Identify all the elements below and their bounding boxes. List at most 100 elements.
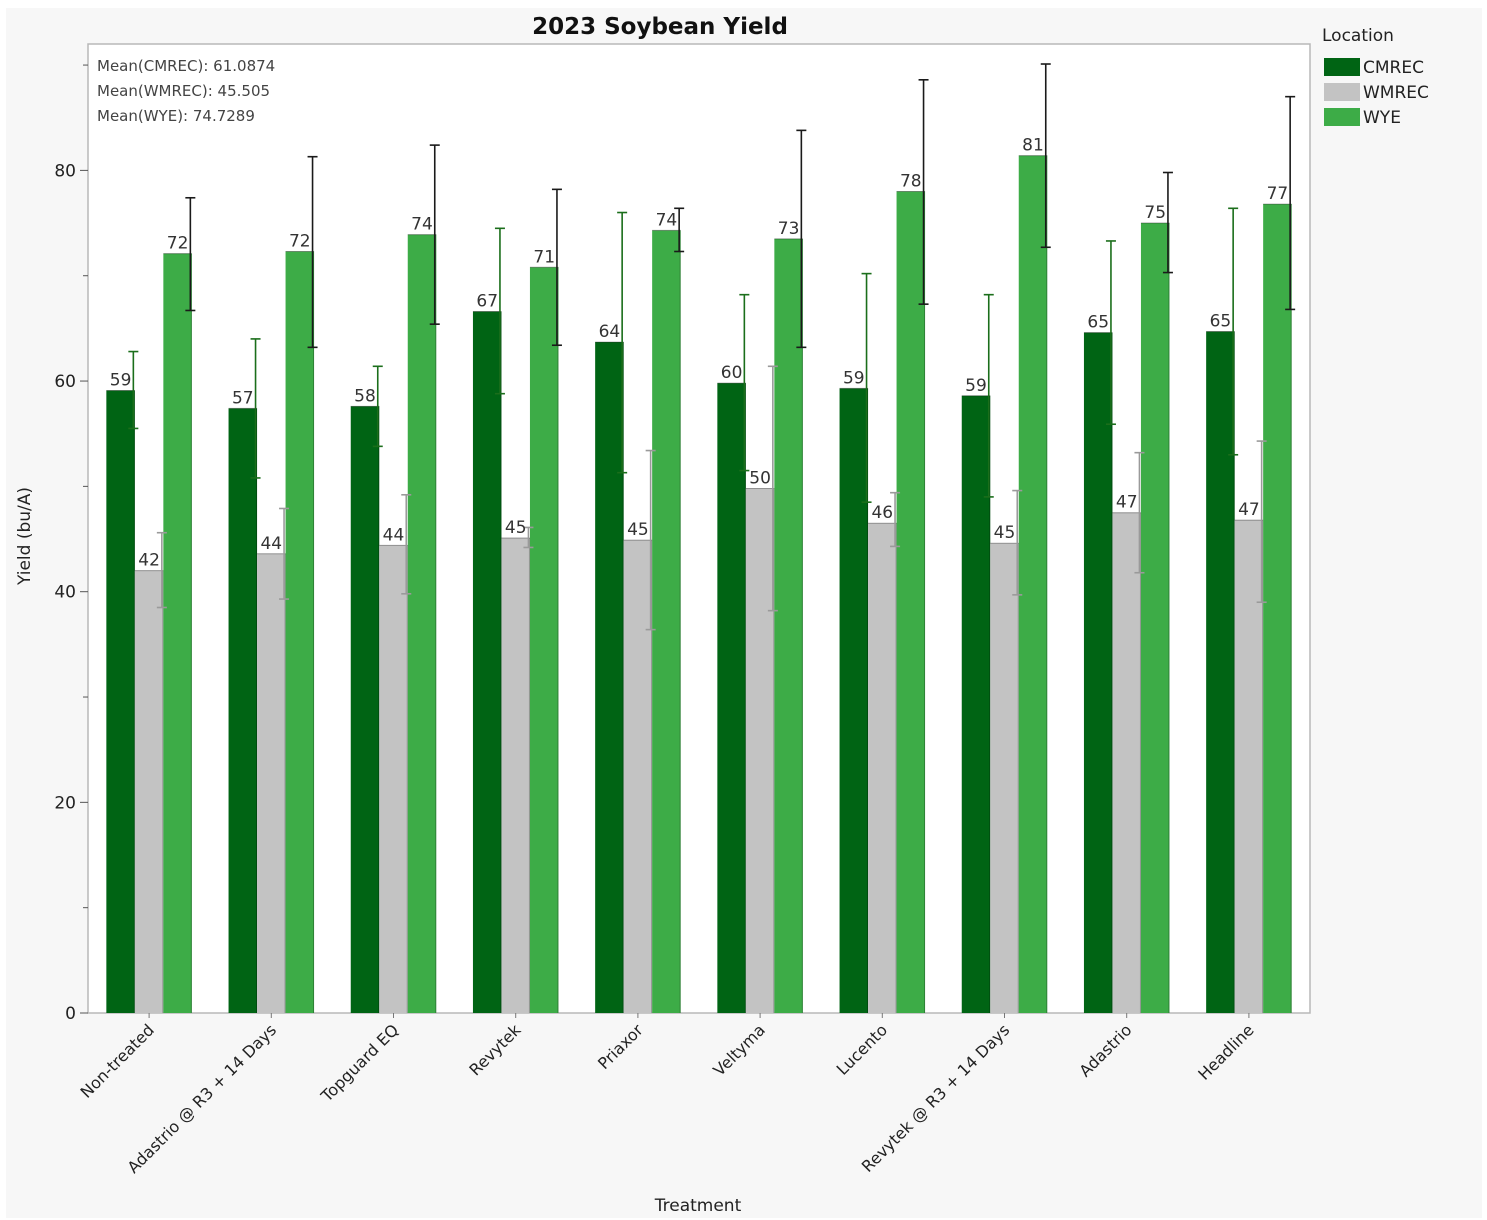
bar-wmrec <box>868 523 897 1013</box>
error-bar-wmrec <box>401 493 412 595</box>
data-label: 45 <box>627 520 649 540</box>
data-label: 64 <box>599 322 621 342</box>
bar-wmrec <box>379 545 408 1013</box>
x-tick-label: Topguard EQ <box>317 1020 403 1106</box>
data-label: 60 <box>721 363 743 383</box>
bar-wye <box>163 253 192 1014</box>
data-label: 74 <box>411 215 433 235</box>
bar-wye <box>285 251 315 1014</box>
bar-cmrec <box>1206 331 1235 1013</box>
legend-swatch-wye <box>1324 108 1360 126</box>
error-bar-wmrec <box>156 531 167 609</box>
bar-cmrec <box>228 408 258 1014</box>
bar-wye <box>407 234 437 1014</box>
mean-annotation: Mean(WYE): 74.7289 <box>97 107 255 125</box>
error-bar-wye <box>307 155 318 349</box>
mean-annotation: Mean(WMREC): 45.505 <box>97 82 270 100</box>
y-axis: 0 20 40 60 80 <box>54 64 88 1024</box>
x-tick-label: Veltyma <box>709 1020 768 1079</box>
bar-wmrec <box>134 570 164 1013</box>
bar-cmrec <box>961 395 991 1013</box>
chart-title: 2023 Soybean Yield <box>532 14 788 40</box>
bar-wye <box>1140 223 1170 1014</box>
data-label: 67 <box>476 292 498 312</box>
data-label: 75 <box>1144 203 1166 223</box>
data-label: 59 <box>843 368 865 388</box>
data-label: 72 <box>289 231 311 251</box>
error-bar-cmrec <box>861 272 872 503</box>
error-bar-wmrec <box>279 507 290 600</box>
y-tick-label: 60 <box>54 372 76 392</box>
bar-cmrec <box>1083 332 1113 1013</box>
bar-wmrec <box>1234 520 1264 1013</box>
legend-label-wmrec: WMREC <box>1363 83 1429 103</box>
error-bar-wmrec <box>523 526 534 549</box>
data-label: 58 <box>354 386 376 406</box>
error-bar-wye <box>429 144 440 325</box>
data-label: 46 <box>871 503 893 523</box>
error-bar-cmrec <box>1105 240 1116 426</box>
x-tick-label: Revytek <box>465 1020 525 1080</box>
x-tick-label: Priaxor <box>594 1020 647 1073</box>
bar-wye <box>652 230 681 1013</box>
chart-frame: 2023 Soybean Yield Mean(CMREC): 61.0874 M… <box>6 8 1482 1218</box>
legend: Location CMREC WMREC WYE <box>1322 26 1429 128</box>
error-bar-wye <box>796 129 807 349</box>
error-bar-cmrec <box>494 227 505 395</box>
legend-swatch-cmrec <box>1324 58 1360 76</box>
y-tick-label: 20 <box>54 793 76 813</box>
y-axis-title: Yield (bu/A) <box>15 487 35 586</box>
error-bar-cmrec <box>128 350 139 430</box>
data-label: 50 <box>749 468 771 488</box>
data-label: 45 <box>994 523 1016 543</box>
data-label: 42 <box>138 551 160 571</box>
error-bar-cmrec <box>739 293 750 472</box>
legend-label-wye: WYE <box>1363 108 1401 128</box>
x-axis-title: Treatment <box>654 1196 742 1216</box>
data-label: 65 <box>1087 313 1109 333</box>
legend-label-cmrec: CMREC <box>1363 58 1424 78</box>
data-label: 81 <box>1022 136 1044 156</box>
x-tick-label: Lucento <box>833 1020 891 1078</box>
data-label: 44 <box>260 534 282 554</box>
x-tick-label: Non-treated <box>77 1020 158 1101</box>
bar-cmrec <box>717 383 746 1013</box>
y-tick-label: 40 <box>54 583 76 603</box>
bar-wye <box>1263 204 1292 1014</box>
error-bars-layer <box>128 63 1296 631</box>
error-bar-cmrec <box>1228 207 1239 456</box>
bar-wmrec <box>1112 512 1141 1013</box>
bars-layer <box>106 155 1292 1014</box>
bar-wmrec <box>990 543 1019 1013</box>
error-bar-wmrec <box>1012 489 1023 596</box>
error-bar-wye <box>185 196 196 312</box>
bar-wmrec <box>623 540 653 1013</box>
bar-cmrec <box>839 388 869 1014</box>
data-label: 45 <box>505 518 527 538</box>
data-label: 44 <box>383 525 405 545</box>
bar-chart: 2023 Soybean Yield Mean(CMREC): 61.0874 M… <box>15 14 1429 1216</box>
y-tick-label: 0 <box>65 1004 76 1024</box>
data-label: 77 <box>1267 184 1289 204</box>
error-bar-wye <box>918 79 929 305</box>
error-bar-cmrec <box>983 293 994 498</box>
error-bar-cmrec <box>617 211 628 474</box>
bar-cmrec <box>350 406 380 1013</box>
error-bar-wmrec <box>1134 451 1145 574</box>
data-label: 59 <box>965 376 987 396</box>
error-bar-wmrec <box>767 365 778 612</box>
error-bar-cmrec <box>250 338 261 479</box>
error-bar-cmrec <box>372 365 383 448</box>
x-tick-label: Adastrio <box>1075 1020 1135 1080</box>
data-label: 78 <box>900 171 922 191</box>
bar-wmrec <box>745 488 775 1013</box>
error-bar-wye <box>1162 171 1173 274</box>
legend-title: Location <box>1322 26 1394 46</box>
bar-cmrec <box>472 311 502 1013</box>
data-label: 57 <box>232 388 254 408</box>
mean-annotation: Mean(CMREC): 61.0874 <box>97 57 275 75</box>
data-labels-layer: 59 42 72 57 44 72 58 44 74 67 45 71 64 45 74 60 50 73 59 46… <box>110 136 1288 571</box>
data-label: 65 <box>1210 312 1232 332</box>
bar-cmrec <box>595 342 624 1013</box>
